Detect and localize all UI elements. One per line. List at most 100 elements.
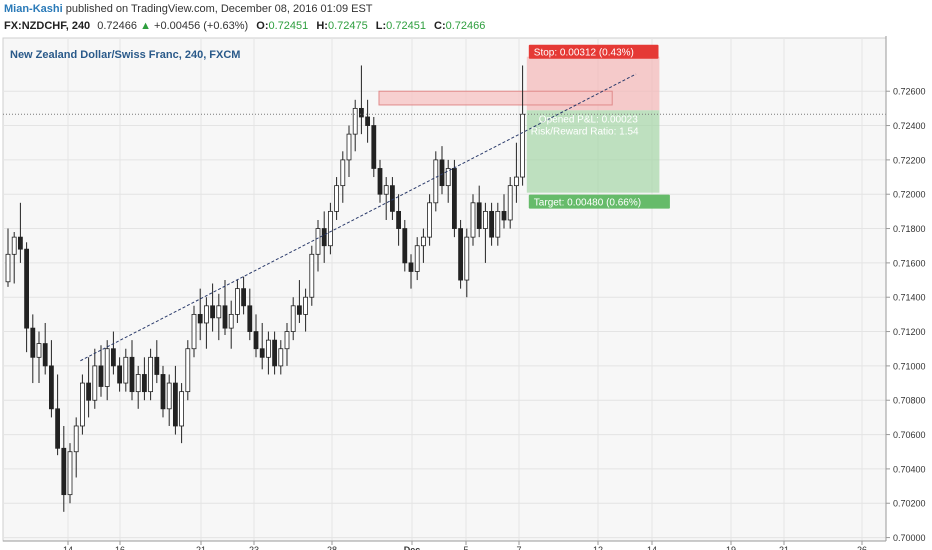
candle-body bbox=[389, 185, 395, 212]
candle-body bbox=[203, 305, 209, 324]
candle-body bbox=[309, 253, 315, 298]
candle-body bbox=[42, 343, 48, 367]
time-tick-label: 21 bbox=[779, 545, 789, 550]
time-tick-label: 14 bbox=[63, 545, 73, 550]
candle-body bbox=[30, 327, 36, 358]
price-axis[interactable]: 0.70000 0.70200 0.70400 0.70600 0.70800 0.710… bbox=[885, 36, 932, 550]
symbol-line: FX:NZDCHF, 240 0.72466 ▲ +0.00456 (+0.63… bbox=[4, 20, 485, 32]
candle-body bbox=[284, 331, 290, 350]
time-tick-label: 28 bbox=[327, 545, 337, 550]
candle-body bbox=[495, 210, 501, 238]
candle-body bbox=[111, 348, 116, 367]
candle-body bbox=[247, 305, 253, 332]
candle-body bbox=[514, 176, 519, 187]
candle-body bbox=[445, 168, 451, 187]
candle-body bbox=[346, 133, 352, 161]
change-arrow-icon: ▲ bbox=[140, 20, 151, 32]
rr-label: Risk/Reward Ratio: 1.54 bbox=[531, 126, 639, 137]
candle-body bbox=[154, 356, 160, 375]
target-zone bbox=[526, 110, 660, 193]
candle-body bbox=[253, 331, 259, 350]
close-value: 0.72466 bbox=[445, 20, 486, 32]
candle-body bbox=[321, 228, 327, 247]
candle-body bbox=[358, 107, 364, 118]
close-label: C: bbox=[434, 20, 446, 32]
high-label: H: bbox=[316, 20, 328, 32]
candle-body bbox=[408, 262, 414, 272]
candle-body bbox=[327, 210, 333, 247]
price-chart[interactable]: Stop: 0.00312 (0.43%) Target: 0.00480 (0.… bbox=[0, 36, 932, 550]
candle-body bbox=[98, 365, 104, 387]
candle-body bbox=[148, 356, 154, 393]
candle-body bbox=[5, 253, 11, 283]
price-tick-label: 0.71800 bbox=[893, 224, 926, 234]
candle-body bbox=[365, 116, 371, 126]
high-value: 0.72475 bbox=[327, 20, 368, 32]
candle-body bbox=[464, 236, 470, 281]
candle-body bbox=[49, 365, 54, 410]
candle-body bbox=[451, 168, 457, 229]
candle-body bbox=[241, 288, 247, 307]
candle-body bbox=[222, 305, 228, 329]
candle-body bbox=[92, 365, 98, 401]
stop-label-bg bbox=[528, 44, 659, 59]
price-tick-label: 0.72200 bbox=[893, 155, 926, 165]
time-tick-label: 16 bbox=[115, 545, 125, 550]
candle-body bbox=[259, 348, 265, 358]
candlestick-series bbox=[5, 65, 525, 512]
candle-body bbox=[501, 210, 507, 221]
symbol-label[interactable]: FX:NZDCHF, 240 bbox=[4, 20, 91, 32]
candle-body bbox=[191, 313, 197, 350]
candle-body bbox=[290, 305, 296, 332]
candle-body bbox=[197, 313, 203, 324]
price-tick-label: 0.71000 bbox=[893, 361, 926, 371]
candle-body bbox=[73, 425, 79, 453]
candle-body bbox=[272, 339, 278, 367]
last-price: 0.72466 bbox=[97, 20, 138, 32]
candle-body bbox=[334, 185, 340, 212]
candle-body bbox=[24, 248, 30, 329]
candle-body bbox=[160, 374, 166, 410]
price-tick-label: 0.72600 bbox=[893, 87, 926, 97]
open-label: O: bbox=[256, 20, 269, 32]
time-axis[interactable]: 14 16 21 23 28 Dec 5 7 12 14 19 21 26 bbox=[3, 540, 886, 550]
candle-body bbox=[36, 343, 42, 358]
candle-body bbox=[402, 228, 408, 264]
price-tick-label: 0.70800 bbox=[893, 396, 926, 406]
candle-body bbox=[278, 348, 284, 367]
candle-body bbox=[179, 391, 185, 427]
grid-lines bbox=[3, 38, 886, 541]
candle-body bbox=[296, 305, 302, 315]
candle-body bbox=[234, 288, 240, 315]
target-label: Target: 0.00480 (0.66%) bbox=[534, 198, 641, 209]
candle-body bbox=[11, 236, 17, 255]
pnl-label: Opened P&L: 0.00023 bbox=[539, 114, 638, 125]
target-label-bg bbox=[528, 194, 670, 209]
candle-body bbox=[439, 159, 445, 187]
candle-body bbox=[216, 305, 222, 319]
candle-body bbox=[420, 236, 426, 247]
published-text: published on TradingView.com, December 0… bbox=[65, 3, 373, 15]
candle-body bbox=[414, 245, 420, 272]
price-tick-label: 0.71600 bbox=[893, 258, 926, 268]
time-tick-label: 23 bbox=[249, 545, 259, 550]
candle-body bbox=[433, 159, 439, 204]
candle-body bbox=[507, 185, 513, 221]
price-tick-label: 0.70600 bbox=[893, 430, 926, 440]
author-link[interactable]: Mian-Kashi bbox=[4, 3, 63, 15]
candle-body bbox=[520, 113, 525, 178]
candle-body bbox=[166, 382, 172, 410]
time-tick-label: 26 bbox=[857, 545, 867, 550]
time-tick-label: Dec bbox=[404, 545, 421, 550]
candle-body bbox=[476, 202, 482, 229]
price-tick-label: 0.71200 bbox=[893, 327, 926, 337]
price-tick-label: 0.71400 bbox=[893, 293, 926, 303]
price-tick-label: 0.70000 bbox=[893, 533, 926, 543]
candle-body bbox=[489, 210, 495, 238]
time-tick-label: 14 bbox=[647, 545, 657, 550]
candle-body bbox=[265, 339, 271, 358]
candle-body bbox=[352, 107, 358, 135]
chart-header: Mian-Kashi published on TradingView.com,… bbox=[0, 0, 932, 36]
price-tick-label: 0.70400 bbox=[893, 464, 926, 474]
